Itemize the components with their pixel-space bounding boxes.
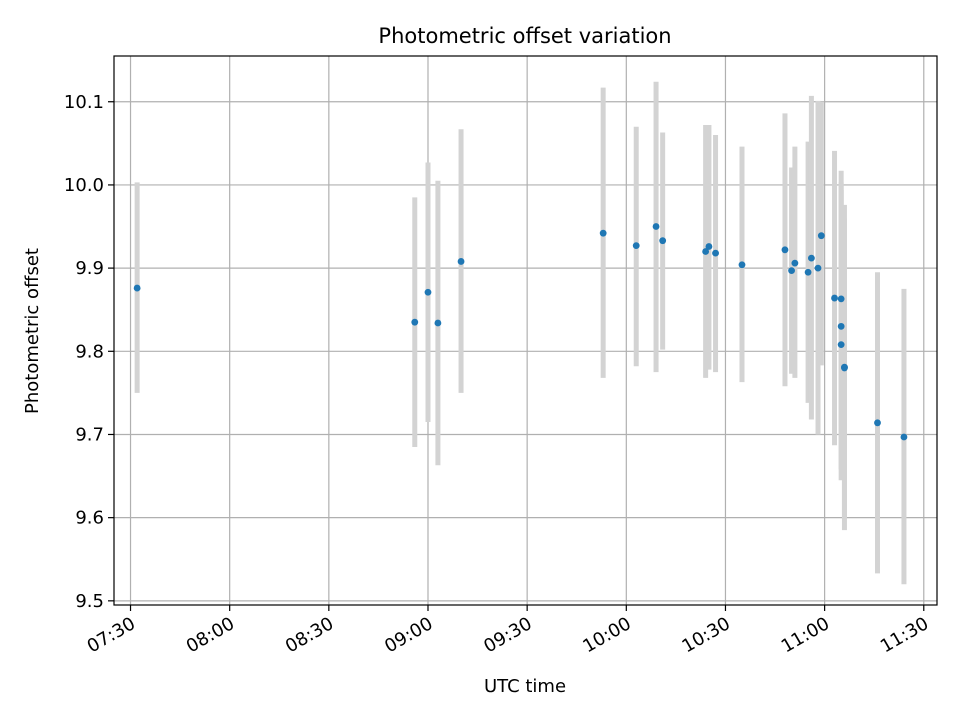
x-tick-label: 09:30 <box>480 613 535 657</box>
x-tick-label: 09:00 <box>381 613 436 657</box>
data-point <box>738 261 746 269</box>
data-point <box>659 237 667 245</box>
data-point <box>841 364 848 372</box>
data-point <box>804 268 812 276</box>
y-axis-title: Photometric offset <box>22 248 43 414</box>
data-point <box>781 246 789 254</box>
data-point <box>599 229 607 237</box>
y-tick-label: 9.7 <box>75 424 104 445</box>
data-point <box>837 295 845 303</box>
data-point <box>705 243 713 250</box>
data-point <box>457 258 465 265</box>
x-tick-label: 07:30 <box>84 613 139 657</box>
data-point <box>788 267 795 275</box>
data-point <box>133 284 141 292</box>
data-points <box>133 223 908 441</box>
data-point <box>837 322 845 330</box>
x-tick-label: 10:00 <box>579 613 634 657</box>
data-point <box>900 433 908 441</box>
data-point <box>434 319 442 327</box>
y-tick-label: 10.1 <box>64 92 104 113</box>
data-point <box>411 318 419 326</box>
plot-frame <box>113 55 938 606</box>
data-point <box>817 232 825 240</box>
data-point <box>712 249 719 257</box>
data-point <box>652 223 660 230</box>
data-point <box>808 254 815 262</box>
y-tick-label: 9.6 <box>75 508 104 529</box>
y-axis-ticks: 9.5 9.6 9.7 9.8 9.9 10.0 10.1 <box>64 92 114 612</box>
x-tick-label: 10:30 <box>679 613 734 657</box>
y-tick-label: 9.8 <box>75 341 104 362</box>
data-point <box>814 264 822 272</box>
x-tick-label: 11:30 <box>877 613 932 657</box>
data-point <box>831 294 838 302</box>
data-point <box>632 242 640 250</box>
x-axis-ticks: 07:30 08:00 08:30 09:00 09:30 10:00 10:30 11:00… <box>84 605 932 657</box>
data-point <box>837 341 845 349</box>
x-axis-title: UTC time <box>484 676 566 697</box>
x-tick-label: 11:00 <box>778 613 833 657</box>
data-point <box>874 419 881 427</box>
data-point <box>702 248 710 255</box>
data-point <box>791 259 799 267</box>
y-tick-label: 10.0 <box>64 175 104 196</box>
x-tick-label: 08:30 <box>282 613 337 657</box>
x-tick-label: 08:00 <box>183 613 238 657</box>
grid-lines <box>114 56 937 605</box>
chart-title: Photometric offset variation <box>378 24 671 48</box>
y-tick-label: 9.5 <box>75 591 104 612</box>
error-bars <box>134 81 907 585</box>
y-tick-label: 9.9 <box>75 258 104 279</box>
data-point <box>424 288 432 296</box>
